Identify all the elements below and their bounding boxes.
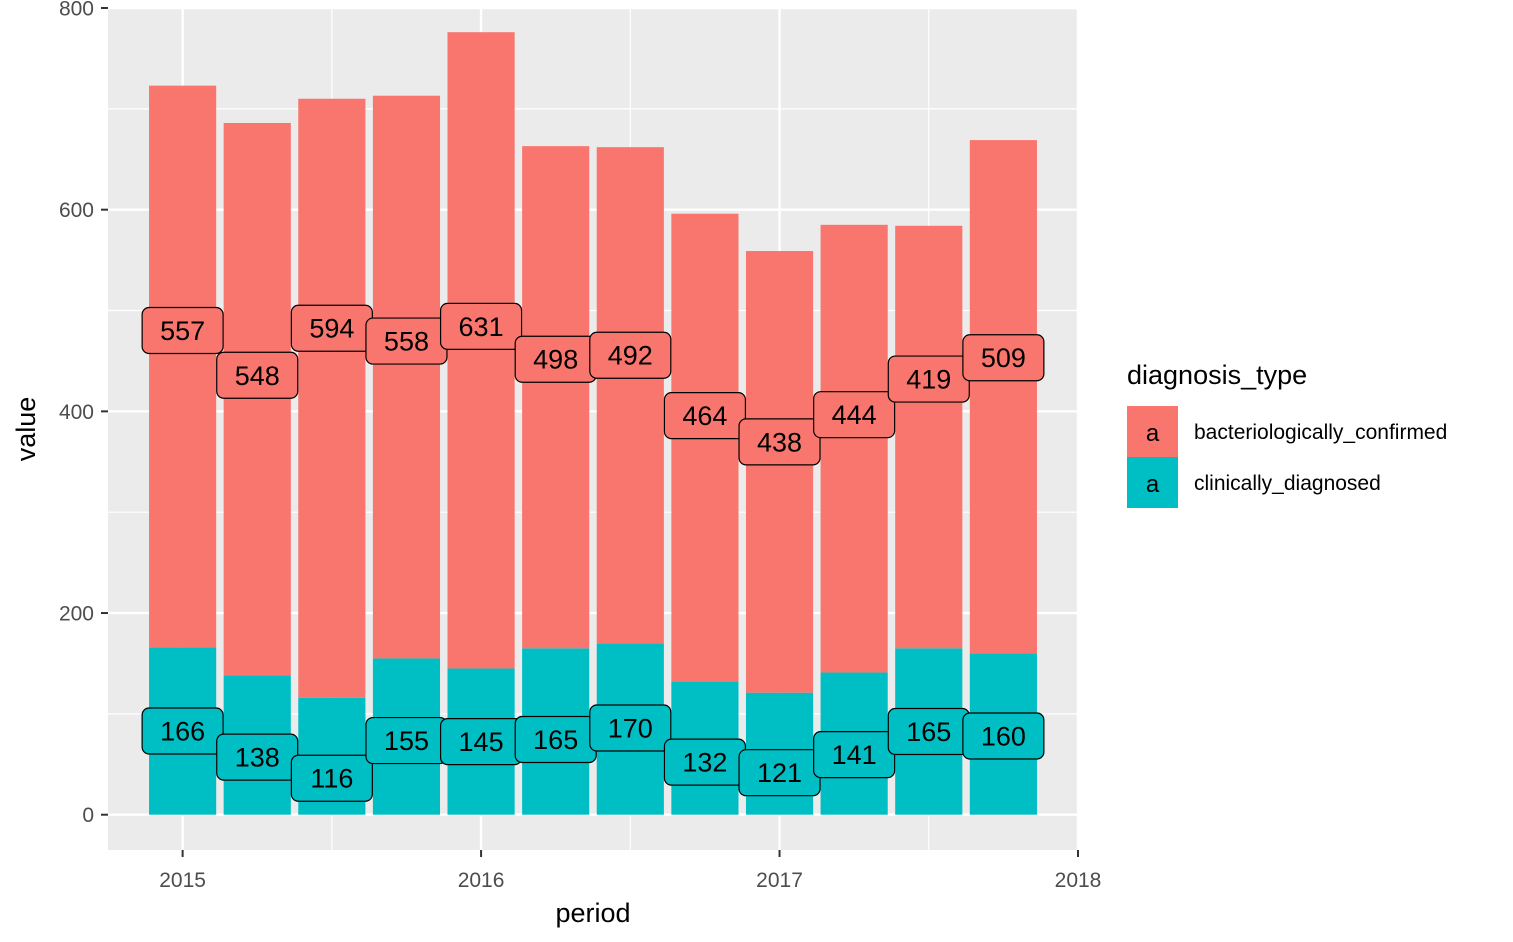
- legend: diagnosis_type a bacteriologically_confir…: [1127, 360, 1447, 508]
- bar-bacteriologically-confirmed: [671, 213, 739, 682]
- legend-key: [1127, 457, 1178, 508]
- bar-label: 464: [682, 401, 727, 431]
- bar-bacteriologically-confirmed: [149, 85, 217, 648]
- y-tick-label: 0: [82, 804, 94, 827]
- bar-label: 145: [459, 727, 504, 757]
- bar-bacteriologically-confirmed: [372, 95, 441, 659]
- bar-label: 155: [384, 726, 429, 756]
- bar-label: 548: [235, 361, 280, 391]
- bar-bacteriologically-confirmed: [447, 32, 515, 669]
- legend-title: diagnosis_type: [1127, 360, 1307, 390]
- bar-label: 438: [757, 427, 802, 457]
- bar-label: 132: [682, 748, 727, 778]
- bar-bacteriologically-confirmed: [969, 140, 1037, 654]
- legend-entry-label: clinically_diagnosed: [1194, 472, 1381, 495]
- bar-label-box: [589, 331, 672, 379]
- bar-bacteriologically-confirmed: [223, 122, 291, 676]
- bar-bacteriologically-confirmed: [522, 146, 590, 649]
- bar-label: 141: [832, 740, 877, 770]
- x-axis-tick-labels: 2015 2016 2017 2018: [159, 869, 1101, 892]
- y-tick-label: 600: [59, 199, 94, 222]
- y-tick-label: 200: [59, 603, 94, 626]
- bar-label: 498: [533, 345, 578, 375]
- bar-label-box: [216, 351, 299, 399]
- bar-label-box: [962, 712, 1045, 760]
- bar-bacteriologically-confirmed: [745, 251, 814, 693]
- x-tick-label: 2016: [458, 869, 505, 892]
- bar-bacteriologically-confirmed: [596, 147, 664, 644]
- bar-label: 121: [757, 758, 802, 788]
- y-axis-title: value: [11, 397, 41, 462]
- bar-label: 631: [459, 312, 504, 342]
- bar-label: 166: [160, 717, 205, 747]
- bar-label: 170: [608, 713, 653, 743]
- x-tick-label: 2018: [1055, 869, 1102, 892]
- bar-label-box: [813, 391, 896, 439]
- bar-label: 116: [310, 764, 353, 794]
- bar-label: 160: [981, 722, 1026, 752]
- bar-label: 509: [981, 343, 1026, 373]
- bar-label: 594: [309, 314, 354, 344]
- bar-bacteriologically-confirmed: [895, 225, 963, 649]
- legend-key-glyph: a: [1146, 471, 1160, 498]
- x-tick-label: 2017: [756, 869, 803, 892]
- y-tick-label: 400: [59, 401, 94, 424]
- y-axis-tick-labels: 0 200 400 600 800: [59, 0, 94, 827]
- bar-label: 558: [384, 327, 429, 357]
- y-tick-label: 800: [59, 0, 94, 21]
- bar-label-box: [738, 418, 821, 466]
- bar-label: 557: [160, 316, 205, 346]
- bar-label: 165: [906, 717, 951, 747]
- legend-entry-label: bacteriologically_confirmed: [1194, 421, 1447, 444]
- legend-key-glyph: a: [1146, 420, 1160, 447]
- bar-label: 165: [533, 725, 578, 755]
- bar-label: 419: [906, 365, 951, 395]
- bar-label-box: [141, 707, 224, 755]
- bar-label-box: [141, 306, 224, 355]
- legend-key: [1127, 406, 1178, 457]
- bar-label: 138: [235, 743, 280, 773]
- bar-label-box: [290, 754, 373, 802]
- x-axis-title: period: [555, 898, 630, 928]
- bar-label: 492: [608, 341, 653, 371]
- x-tick-label: 2015: [159, 869, 206, 892]
- bar-label: 444: [832, 400, 877, 430]
- bar-label-box: [663, 392, 747, 440]
- bar-labels: 166 557 138 548 116 594 155 558 145 631 165 498 170 4…: [141, 302, 1045, 802]
- bar-bacteriologically-confirmed: [820, 224, 888, 673]
- bar-bacteriologically-confirmed: [298, 98, 366, 698]
- axis-ticks: [101, 7, 1079, 857]
- bar-label-box: [962, 334, 1045, 382]
- bar-label-box: [589, 704, 672, 752]
- bar-label-box: [439, 302, 523, 350]
